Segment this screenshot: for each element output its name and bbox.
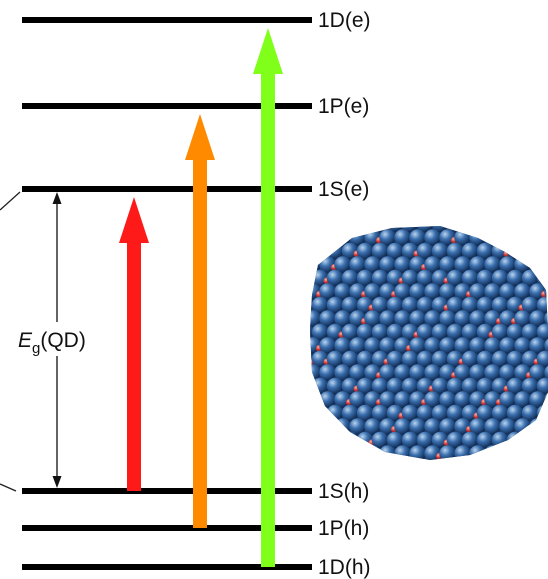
- band-gap-marker: Eg(QD): [0, 191, 104, 492]
- level-label-1p-h: 1P(h): [318, 517, 369, 540]
- level-label-1p-e: 1P(e): [318, 95, 369, 118]
- transition-arrow-1s-h-to-1s-e: [119, 197, 149, 491]
- bracket-bottom-line: [0, 483, 17, 492]
- band-gap-label: Eg(QD): [18, 329, 86, 357]
- energy-levels: [22, 17, 312, 570]
- bracket-top-line: [0, 191, 21, 211]
- transition-arrow-1p-h-to-1p-e: [185, 114, 215, 528]
- band-gap-arrowhead-up: [52, 192, 62, 204]
- level-label-1d-e: 1D(e): [318, 9, 371, 32]
- level-label-1s-h: 1S(h): [318, 480, 369, 503]
- level-label-1s-e: 1S(e): [318, 178, 369, 201]
- transition-arrow-1d-h-to-1d-e: [253, 28, 283, 567]
- level-label-1d-h: 1D(h): [318, 556, 371, 579]
- transition-arrows: [119, 28, 283, 567]
- quantum-dot-nanocrystal-illustration: [310, 226, 548, 460]
- band-gap-arrowhead-down: [52, 476, 62, 488]
- level-labels: 1D(e) 1P(e) 1S(e) 1S(h) 1P(h) 1D(h): [318, 9, 371, 579]
